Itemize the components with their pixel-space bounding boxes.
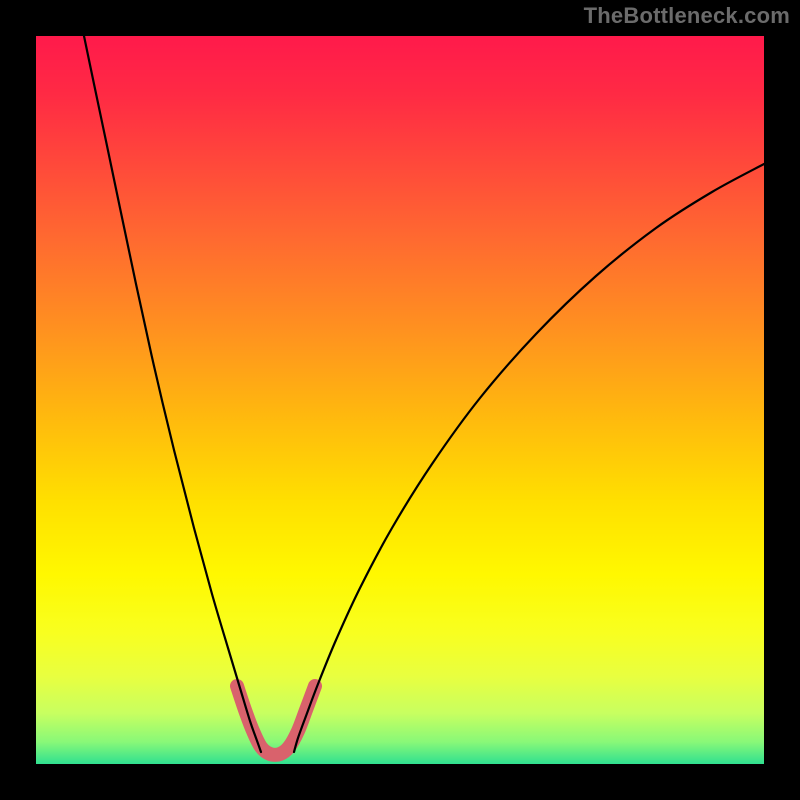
gradient-background [36, 36, 764, 764]
plot-svg [36, 36, 764, 764]
chart-outer-frame: TheBottleneck.com [0, 0, 800, 800]
watermark-text: TheBottleneck.com [584, 3, 790, 29]
plot-area [36, 36, 764, 764]
